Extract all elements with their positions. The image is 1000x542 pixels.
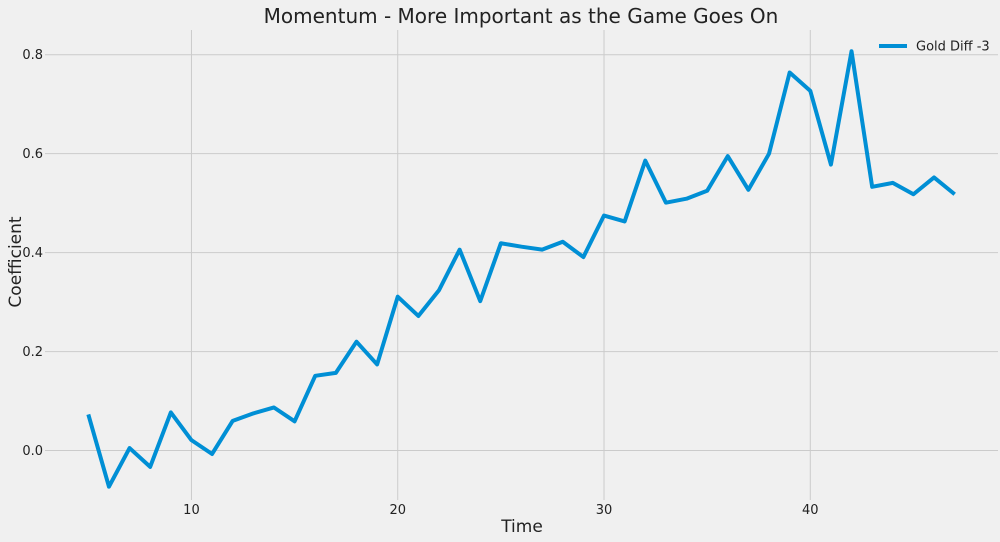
y-tick-label: 0.4 — [22, 246, 43, 261]
legend-label: Gold Diff -3 — [916, 40, 990, 55]
grid — [45, 30, 998, 500]
y-tick-label: 0.2 — [22, 345, 43, 360]
y-tick-label: 0.6 — [22, 147, 43, 162]
y-tick-label: 0.8 — [22, 48, 43, 63]
chart-title: Momentum - More Important as the Game Go… — [264, 4, 779, 28]
series-line — [86, 49, 956, 489]
x-tick-label: 10 — [183, 503, 200, 518]
x-tick-label: 30 — [596, 503, 613, 518]
legend: Gold Diff -3 — [879, 40, 990, 55]
y-tick-labels: 0.0 0.2 0.4 0.6 0.8 — [22, 48, 43, 459]
x-tick-label: 40 — [802, 503, 819, 518]
y-tick-label: 0.0 — [22, 444, 43, 459]
series-layer — [86, 49, 956, 489]
x-axis-label: Time — [500, 517, 543, 537]
x-tick-label: 20 — [389, 503, 406, 518]
y-axis-label: Coefficient — [6, 216, 26, 307]
x-tick-labels: 10 20 30 40 — [183, 503, 818, 518]
